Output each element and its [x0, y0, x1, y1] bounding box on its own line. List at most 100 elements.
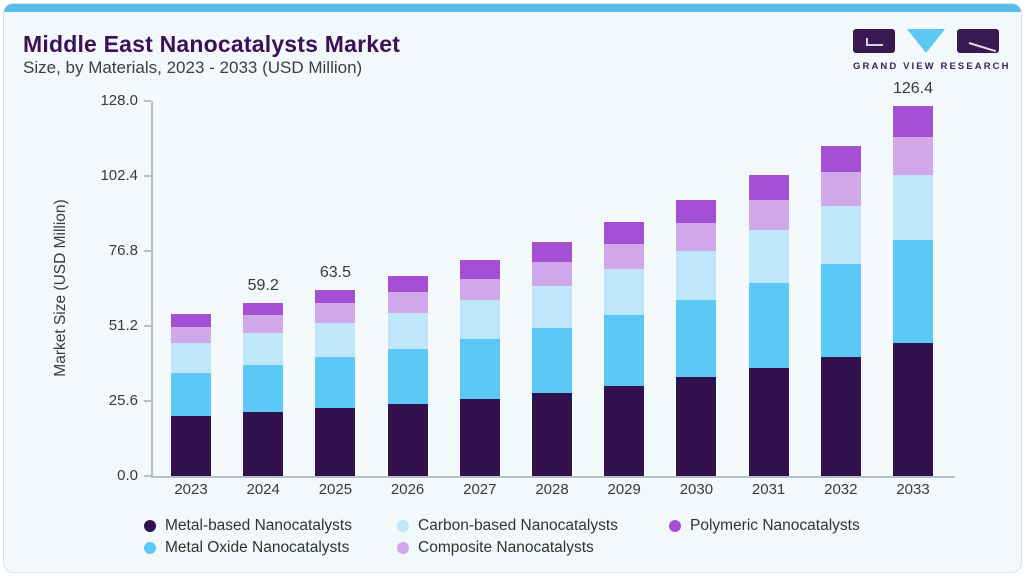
y-tick-mark	[144, 175, 151, 177]
logo-marks	[853, 29, 999, 53]
bar-segment	[459, 259, 500, 279]
x-tick-label: 2024	[246, 481, 280, 498]
legend-label: Metal Oxide Nanocatalysts	[165, 539, 350, 556]
legend-label: Metal-based Nanocatalysts	[165, 517, 352, 534]
logo-brand-text: GRAND VIEW RESEARCH	[853, 61, 1011, 72]
legend-dot-icon	[144, 542, 156, 554]
bar-total-label: 63.5	[319, 263, 351, 281]
stacked-bar-2031	[748, 101, 789, 476]
bar-segment	[459, 398, 500, 476]
bar-segment	[893, 105, 933, 137]
y-tick-label: 25.6	[108, 392, 138, 409]
bar-segment	[676, 376, 717, 476]
stacked-bar-2029	[604, 101, 645, 476]
legend-dot-icon	[397, 520, 409, 532]
bar-segment	[315, 303, 356, 324]
legend-label: Polymeric Nanocatalysts	[690, 517, 860, 534]
stacked-bar-2030	[676, 101, 717, 476]
stacked-bar-2023	[171, 101, 211, 476]
stacked-bar-2025	[315, 101, 356, 476]
bar-segment	[604, 269, 645, 315]
bar-segment	[820, 145, 861, 173]
stacked-bar-2033	[893, 101, 933, 476]
bar-segment	[748, 283, 789, 368]
bar-segment	[459, 300, 500, 340]
stacked-bar-2032	[820, 101, 861, 476]
x-tick-label: 2025	[318, 481, 353, 498]
bar-segment	[171, 416, 211, 476]
bar-segment	[893, 240, 933, 344]
legend-dot-icon	[669, 520, 681, 532]
legend-label: Composite Nanocatalysts	[418, 539, 594, 556]
x-tick-label: 2027	[463, 481, 497, 498]
bar-segment	[171, 326, 211, 344]
bar-segment	[387, 275, 428, 293]
bar-segment	[387, 312, 428, 349]
bar-segment	[820, 264, 861, 357]
bar-segment	[532, 262, 572, 286]
x-tick-label: 2026	[390, 481, 425, 498]
y-axis-line	[151, 101, 153, 476]
bar-segment	[676, 222, 717, 251]
bar-segment	[171, 343, 211, 373]
bar-segment	[748, 230, 789, 284]
bar-segment	[604, 314, 645, 386]
x-tick-label: 2028	[535, 481, 569, 498]
bar-segment	[532, 241, 572, 263]
legend-item: Metal Oxide Nanocatalysts	[144, 539, 349, 557]
x-tick-label: 2030	[679, 481, 714, 498]
bar-segment	[532, 285, 572, 328]
y-tick-mark	[144, 100, 151, 102]
bar-segment	[748, 367, 789, 476]
bar-segment	[459, 339, 500, 399]
y-tick-label: 51.2	[108, 317, 138, 334]
bar-segment	[676, 299, 717, 377]
y-axis-title: Market Size (USD Million)	[52, 199, 69, 377]
logo-r-mark	[957, 29, 999, 53]
y-tick-mark	[144, 325, 151, 327]
logo-g-mark	[853, 29, 895, 53]
bar-segment	[171, 372, 211, 417]
x-tick-label: 2029	[607, 481, 641, 498]
bar-segment	[893, 343, 933, 476]
y-tick-label: 102.4	[100, 167, 138, 184]
bar-segment	[459, 278, 500, 301]
bar-segment	[604, 243, 645, 270]
bar-segment	[243, 315, 284, 334]
page-title: Middle East Nanocatalysts Market	[23, 31, 401, 57]
stacked-bar-2027	[459, 101, 500, 476]
bar-segment	[315, 289, 356, 304]
bar-segment	[748, 199, 789, 231]
plot-area: 2023 59.2 2024 63.5 2025 2026 2027 2028 2029 2030…	[151, 80, 955, 498]
bar-segment	[243, 333, 284, 365]
legend-label: Carbon-based Nanocatalysts	[418, 517, 618, 534]
bar-segment	[532, 393, 572, 476]
x-tick-label: 2023	[174, 481, 208, 498]
legend-dot-icon	[144, 520, 156, 532]
page-subtitle: Size, by Materials, 2023 - 2033 (USD Mil…	[23, 58, 363, 77]
legend-item: Carbon-based Nanocatalysts	[397, 517, 618, 535]
bar-segment	[532, 327, 572, 394]
bar-segment	[171, 313, 211, 327]
gvr-logo: GRAND VIEW RESEARCH	[853, 29, 1011, 72]
x-axis-line	[151, 476, 955, 478]
bar-total-label: 126.4	[892, 79, 934, 97]
bar-segment	[315, 357, 356, 409]
legend-item: Metal-based Nanocatalysts	[144, 517, 352, 535]
y-tick-label: 0.0	[117, 467, 138, 484]
top-accent-bar	[4, 4, 1021, 12]
bar-segment	[676, 250, 717, 300]
stacked-bar-2024	[243, 101, 284, 476]
chart-card: Middle East Nanocatalysts Market Size, b…	[3, 3, 1022, 573]
y-tick-mark	[144, 250, 151, 252]
bar-segment	[315, 323, 356, 358]
bar-segment	[676, 199, 717, 223]
logo-g-glyph	[866, 38, 883, 46]
y-tick-mark	[144, 475, 151, 477]
y-tick-mark	[144, 400, 151, 402]
bar-segment	[820, 356, 861, 476]
x-tick-label: 2033	[896, 481, 930, 498]
bar-segment	[893, 136, 933, 176]
stacked-bar-2026	[387, 101, 428, 476]
bar-segment	[387, 348, 428, 404]
